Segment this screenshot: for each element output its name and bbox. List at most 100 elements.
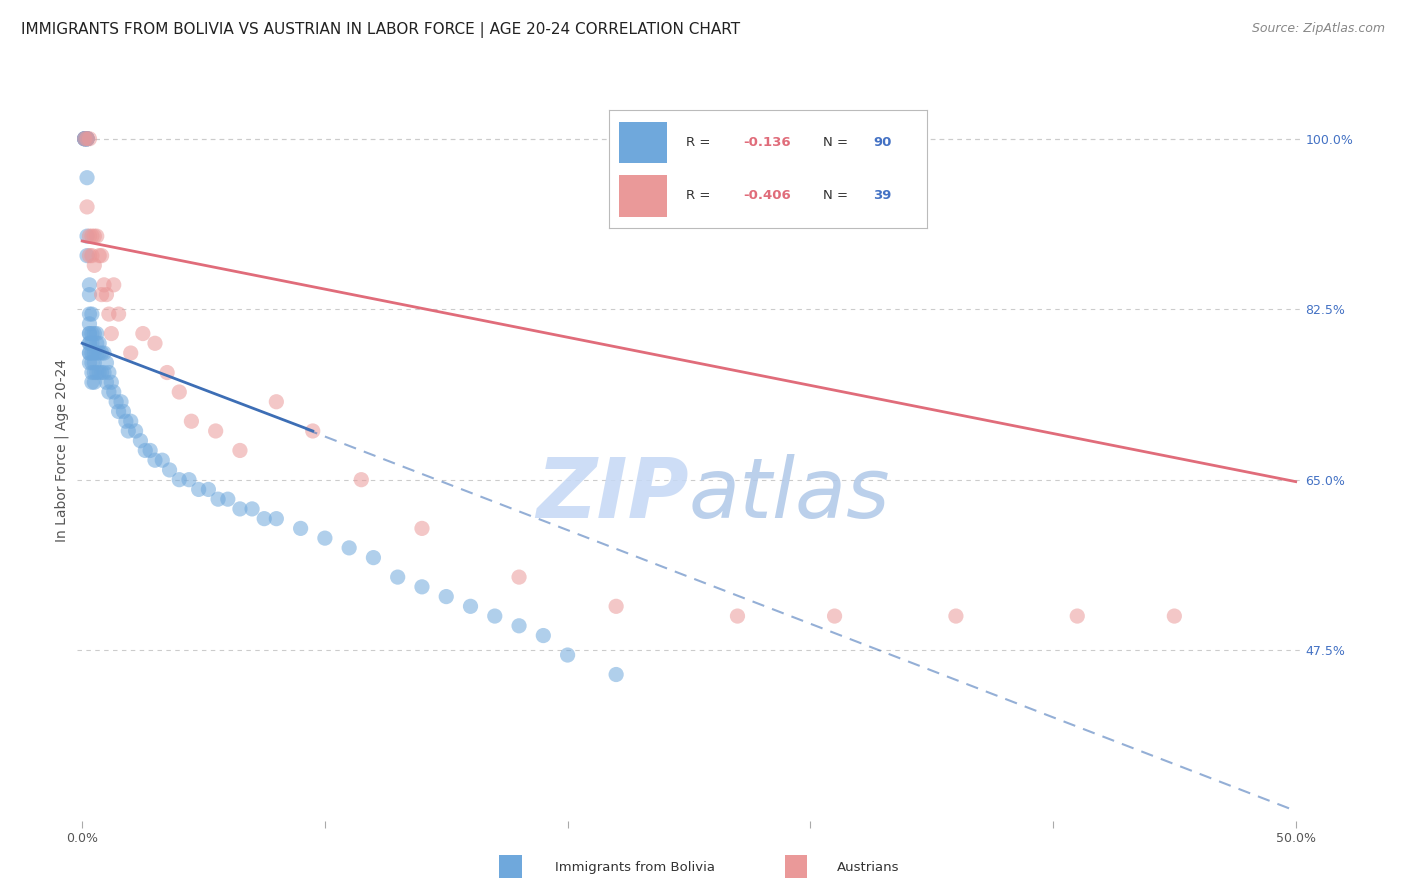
- Point: [266, 511, 288, 525]
- Point: [79, 277, 101, 292]
- Point: [86, 326, 108, 341]
- Point: [120, 346, 142, 360]
- Point: [89, 249, 111, 263]
- Point: [411, 580, 433, 594]
- Point: [197, 483, 219, 497]
- Point: [79, 326, 101, 341]
- Point: [229, 443, 252, 458]
- Text: IMMIGRANTS FROM BOLIVIA VS AUSTRIAN IN LABOR FORCE | AGE 20-24 CORRELATION CHART: IMMIGRANTS FROM BOLIVIA VS AUSTRIAN IN L…: [21, 22, 740, 38]
- Point: [96, 376, 118, 390]
- Point: [83, 366, 105, 380]
- Text: Austrians: Austrians: [837, 861, 898, 873]
- Point: [93, 277, 115, 292]
- Point: [266, 394, 288, 409]
- Point: [73, 132, 96, 146]
- Point: [117, 424, 139, 438]
- Point: [80, 376, 103, 390]
- Point: [139, 443, 162, 458]
- Point: [90, 287, 112, 301]
- Point: [79, 346, 101, 360]
- Point: [79, 317, 101, 331]
- Point: [76, 132, 98, 146]
- Point: [96, 356, 118, 370]
- Point: [83, 356, 105, 370]
- Point: [434, 590, 457, 604]
- Point: [97, 366, 120, 380]
- Point: [76, 132, 98, 146]
- Point: [460, 599, 482, 614]
- Point: [100, 326, 122, 341]
- Point: [97, 307, 120, 321]
- Point: [143, 453, 166, 467]
- Point: [80, 249, 103, 263]
- Point: [76, 229, 98, 244]
- Point: [253, 511, 276, 525]
- Point: [508, 570, 530, 584]
- Point: [93, 366, 115, 380]
- Point: [80, 326, 103, 341]
- Point: [76, 249, 98, 263]
- Point: [350, 473, 373, 487]
- Point: [112, 404, 135, 418]
- Point: [83, 229, 105, 244]
- Point: [90, 366, 112, 380]
- Point: [76, 132, 98, 146]
- Point: [159, 463, 181, 477]
- Point: [89, 346, 111, 360]
- Point: [76, 170, 98, 185]
- Point: [107, 307, 129, 321]
- Point: [100, 376, 122, 390]
- Point: [73, 132, 96, 146]
- Point: [180, 414, 202, 428]
- Point: [79, 287, 101, 301]
- Point: [217, 492, 239, 507]
- Point: [143, 336, 166, 351]
- Point: [387, 570, 409, 584]
- Point: [1066, 609, 1088, 624]
- Point: [76, 132, 98, 146]
- Point: [79, 249, 101, 263]
- Point: [169, 384, 191, 399]
- Point: [73, 132, 96, 146]
- Point: [605, 667, 627, 681]
- Point: [79, 326, 101, 341]
- Text: atlas: atlas: [689, 454, 890, 535]
- Point: [83, 346, 105, 360]
- Point: [129, 434, 152, 448]
- Point: [86, 229, 108, 244]
- Point: [120, 414, 142, 428]
- Point: [105, 394, 128, 409]
- Point: [90, 346, 112, 360]
- Point: [73, 132, 96, 146]
- Point: [76, 200, 98, 214]
- Point: [107, 404, 129, 418]
- Point: [89, 336, 111, 351]
- Point: [124, 424, 146, 438]
- Point: [411, 521, 433, 535]
- Point: [79, 229, 101, 244]
- Point: [110, 394, 132, 409]
- Point: [80, 356, 103, 370]
- Point: [90, 249, 112, 263]
- Point: [80, 336, 103, 351]
- Point: [132, 326, 155, 341]
- Point: [83, 259, 105, 273]
- Point: [824, 609, 846, 624]
- Point: [363, 550, 385, 565]
- Point: [76, 132, 98, 146]
- Point: [314, 531, 336, 545]
- Point: [79, 132, 101, 146]
- Point: [531, 629, 554, 643]
- Point: [134, 443, 156, 458]
- Point: [76, 132, 98, 146]
- Point: [83, 376, 105, 390]
- Point: [156, 366, 179, 380]
- Point: [73, 132, 96, 146]
- Point: [1163, 609, 1185, 624]
- Point: [945, 609, 967, 624]
- Point: [508, 619, 530, 633]
- Point: [89, 366, 111, 380]
- Point: [103, 277, 125, 292]
- Point: [229, 502, 252, 516]
- Point: [83, 326, 105, 341]
